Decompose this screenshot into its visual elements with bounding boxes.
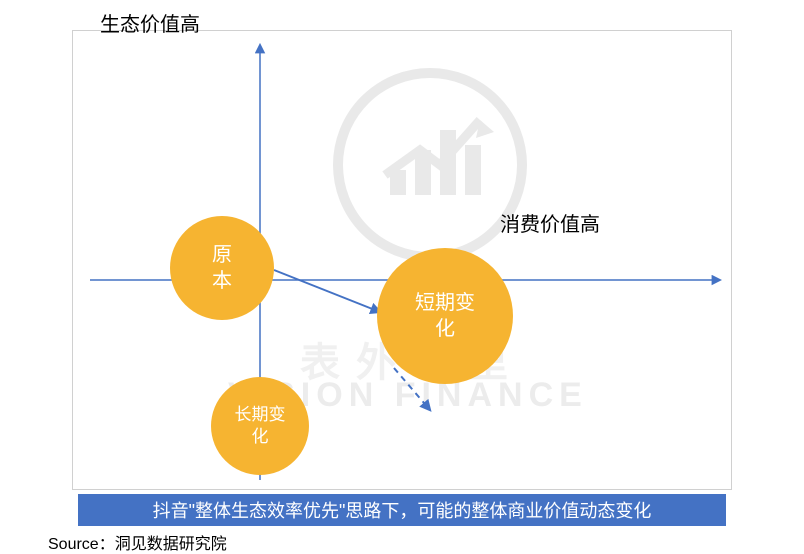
bubble-long-term: 长期变化 [211,377,309,475]
bubble-short-term: 短期变化 [377,248,513,384]
source-text: Source：洞见数据研究院 [48,530,227,554]
bubble-original: 原本 [170,216,274,320]
caption-bar: 抖音"整体生态效率优先"思路下，可能的整体商业价值动态变化 [78,494,726,526]
y-axis-label: 生态价值高 [100,8,200,37]
x-axis-label: 消费价值高 [500,208,600,237]
